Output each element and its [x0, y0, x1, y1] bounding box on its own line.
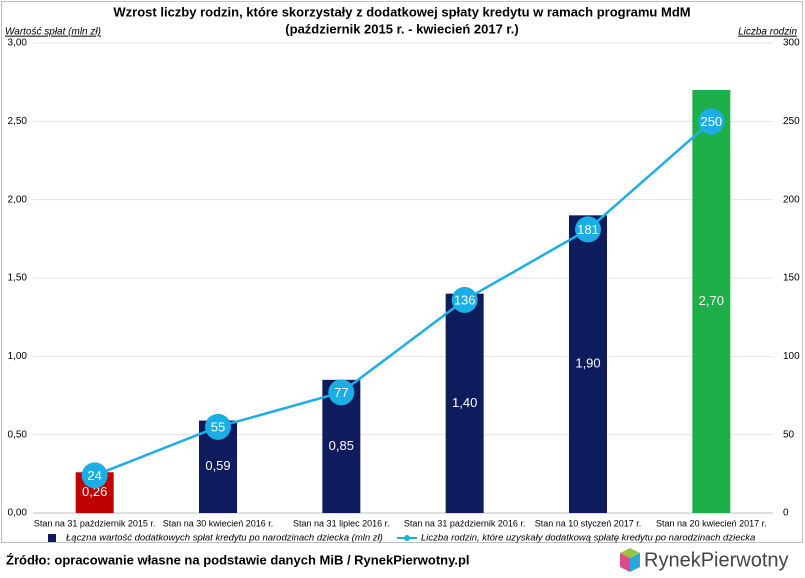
legend-swatch	[404, 535, 410, 541]
bar-value-label: 0,85	[329, 438, 354, 453]
y2-tick-label: 200	[783, 194, 800, 205]
y-tick-label: 2,50	[8, 116, 28, 127]
bar-value-label: 2,70	[699, 293, 724, 308]
bar	[445, 293, 484, 513]
y2-tick-label: 0	[783, 508, 789, 519]
x-tick-label: Stan na 30 kwiecień 2016 r.	[163, 518, 274, 528]
chart-frame	[1, 1, 803, 543]
line-marker	[451, 286, 478, 313]
line-marker	[698, 108, 725, 135]
y-tick-label: 2,00	[8, 194, 28, 205]
logo-cube-right	[630, 553, 640, 572]
legend-swatch	[48, 534, 56, 542]
x-tick-label: Stan na 20 kwiecień 2017 r.	[656, 518, 767, 528]
logo-text: RynekPierwotny	[644, 549, 789, 571]
logo: RynekPierwotny	[620, 548, 789, 572]
chart-subtitle: (październik 2015 r. - kwiecień 2017 r.)	[285, 21, 518, 36]
y-axis-title: Wartość spłat (mln zł)	[5, 27, 101, 38]
line-series	[94, 120, 713, 477]
y-tick-label: 0,50	[8, 429, 28, 440]
y2-tick-label: 250	[783, 116, 800, 127]
y-tick-label: 3,00	[8, 38, 28, 49]
bar-value-label: 1,90	[575, 356, 600, 371]
legend-label: Łączna wartość dodatkowych spłat kredytu…	[66, 533, 383, 544]
line-value-label: 181	[577, 222, 599, 237]
line-value-label: 55	[211, 419, 225, 434]
x-tick-label: Stan na 31 październik 2015 r.	[34, 518, 156, 528]
line-marker	[81, 462, 108, 489]
line-marker	[205, 413, 231, 440]
line-value-label: 250	[700, 114, 722, 129]
y2-tick-label: 100	[783, 351, 800, 362]
x-tick-label: Stan na 10 styczeń 2017 r.	[535, 518, 642, 528]
line-value-label: 24	[87, 468, 101, 483]
y-tick-label: 0,00	[8, 508, 28, 519]
legend-label: Liczba rodzin, które uzyskały dodatkową …	[421, 533, 755, 544]
line-value-label: 77	[334, 385, 348, 400]
line-marker	[328, 379, 355, 406]
bar	[569, 215, 607, 514]
bar-value-label: 0,59	[205, 458, 230, 473]
bar	[692, 90, 731, 513]
line-marker	[575, 216, 601, 243]
y2-axis-title: Liczba rodzin	[738, 27, 797, 38]
source-note: Źródło: opracowanie własne na podstawie …	[6, 552, 470, 567]
chart-title: Wzrost liczby rodzin, które skorzystały …	[113, 4, 690, 19]
y-tick-label: 1,00	[8, 351, 28, 362]
bar-value-label: 0,26	[82, 484, 107, 499]
y2-tick-label: 50	[783, 429, 795, 440]
line-value-label: 136	[454, 292, 476, 307]
bar-value-label: 1,40	[452, 395, 477, 410]
x-tick-label: Stan na 31 lipiec 2016 r.	[293, 518, 390, 528]
y-tick-label: 1,50	[8, 273, 28, 284]
y2-tick-label: 300	[783, 38, 800, 49]
y2-tick-label: 150	[783, 273, 800, 284]
x-tick-label: Stan na 31 październik 2016 r.	[404, 518, 526, 528]
logo-cube-left	[620, 553, 630, 572]
